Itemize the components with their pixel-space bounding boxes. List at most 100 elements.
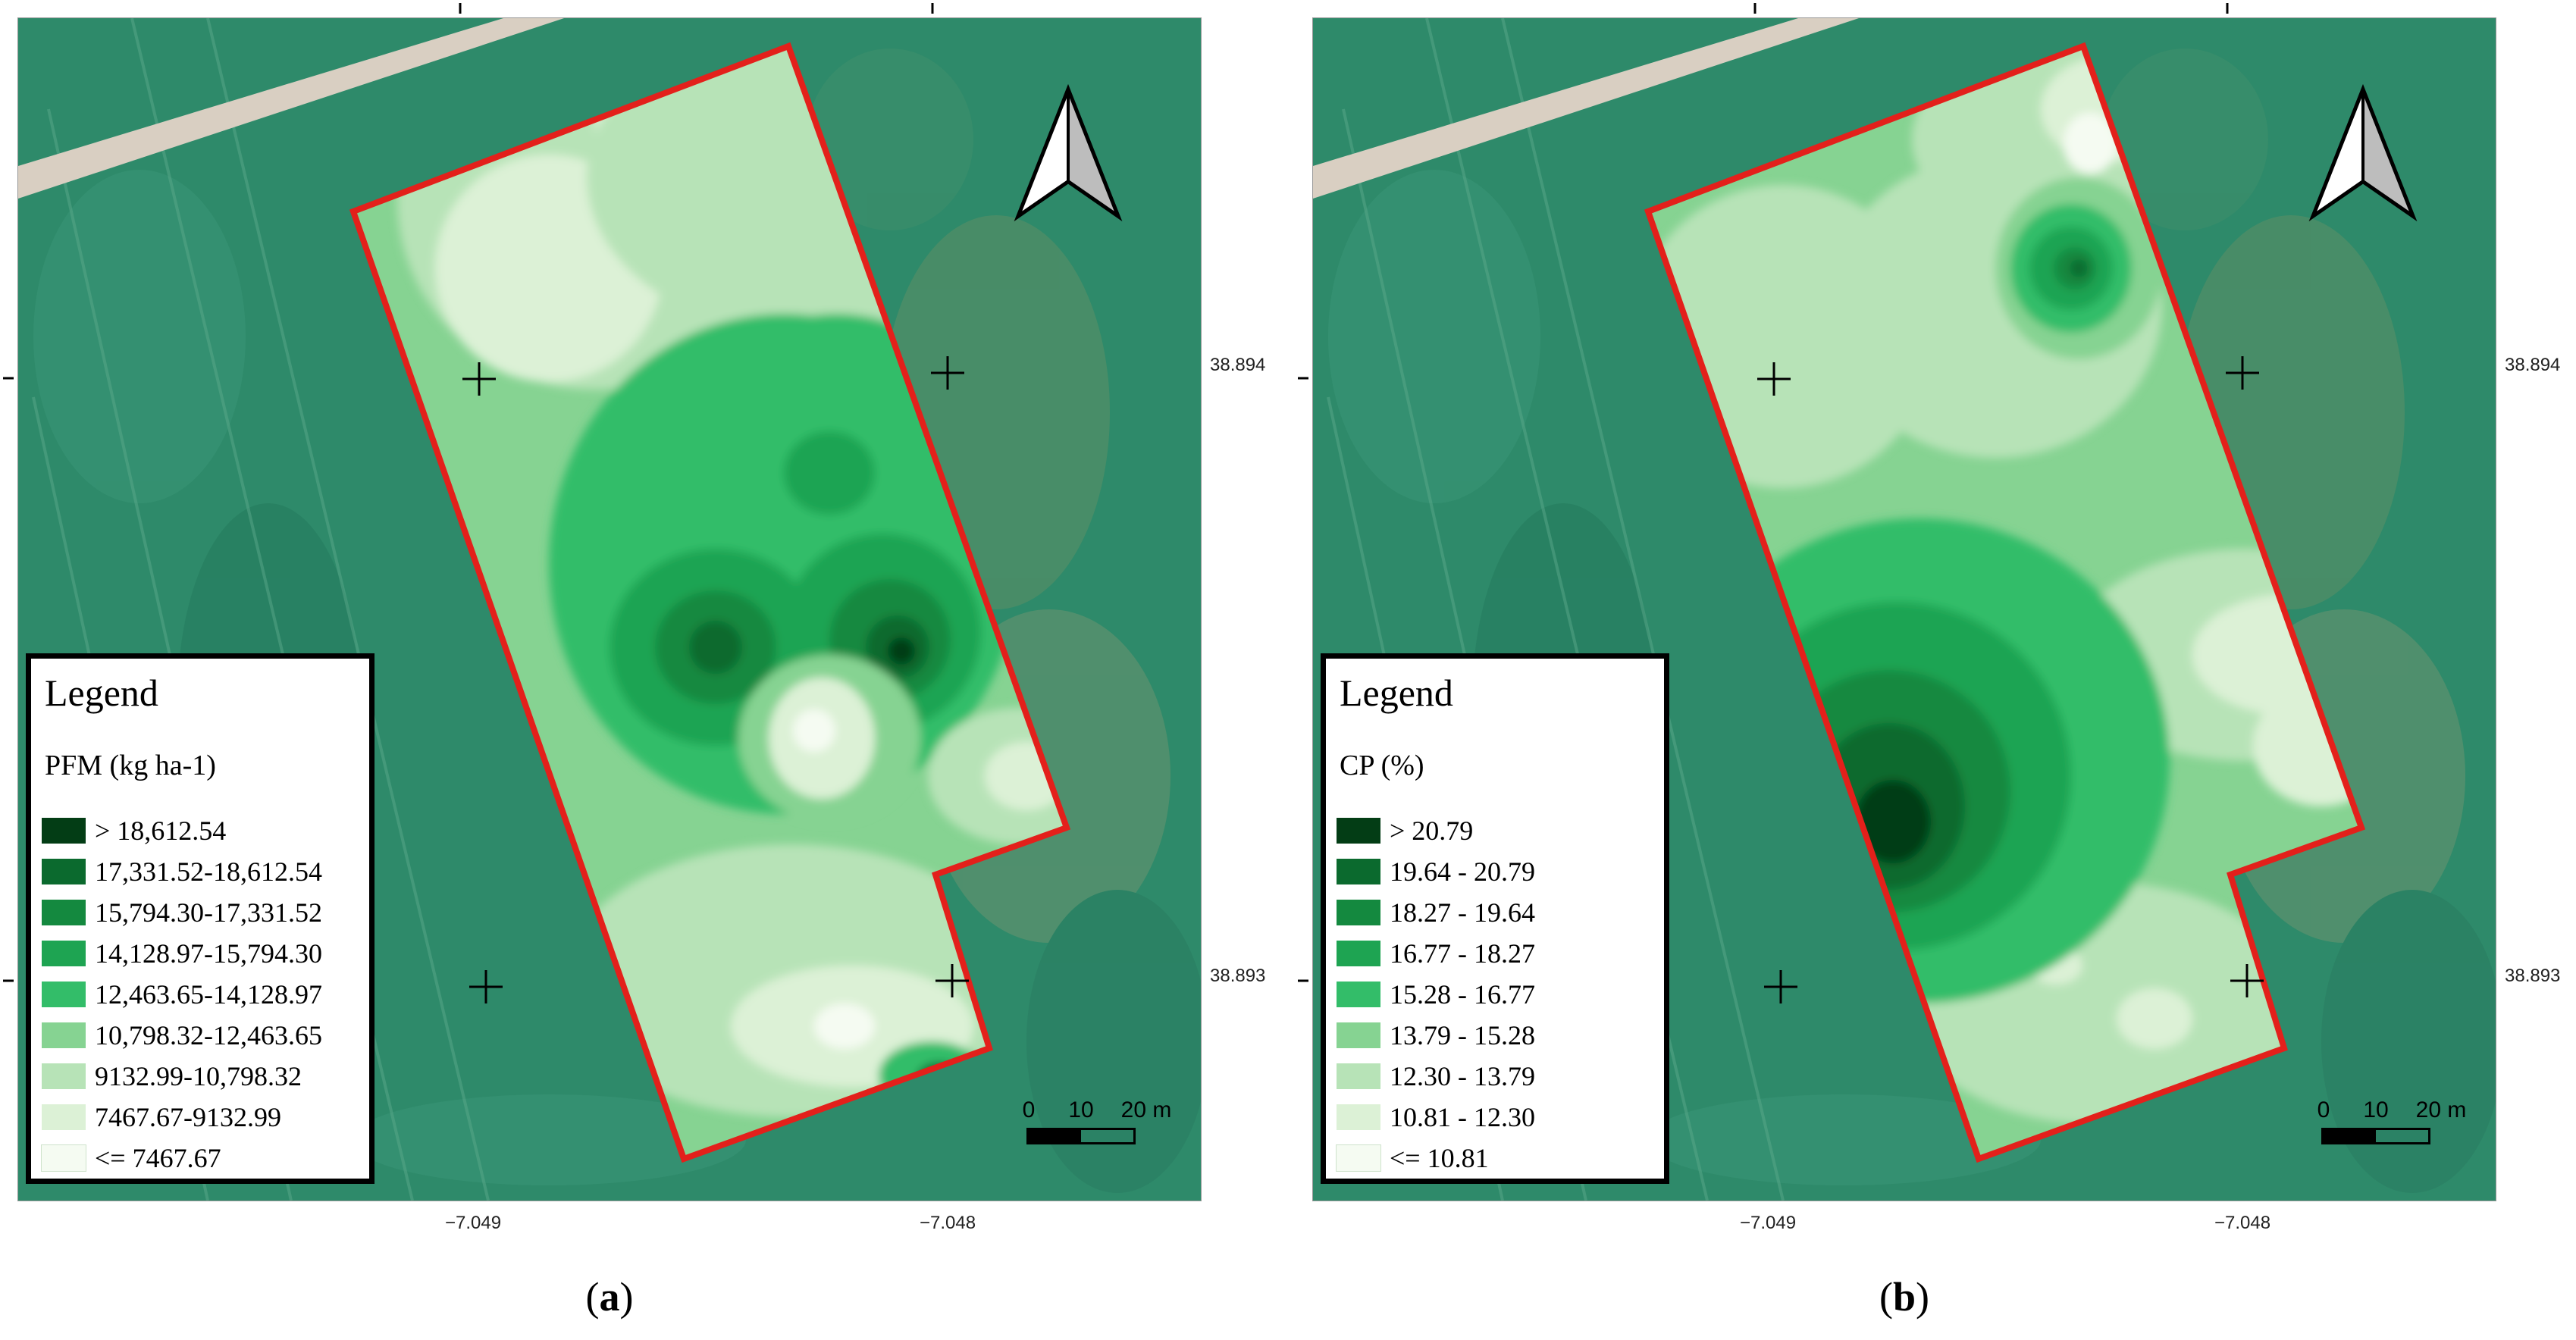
- legend-swatch: [42, 900, 86, 925]
- legend-b: Legend CP (%) > 20.79 19.64 - 20.79 18.27 …: [1321, 653, 1669, 1184]
- legend-title: Legend: [45, 672, 158, 714]
- legend-label: 19.64 - 20.79: [1390, 856, 1535, 887]
- caption-a: (a): [586, 1273, 634, 1320]
- caption-close-paren: ): [1916, 1274, 1930, 1320]
- lat-tick-label: 38.893: [2505, 966, 2561, 986]
- map-frame-a: [17, 17, 1202, 1201]
- scale-label-0: 0: [2317, 1097, 2330, 1122]
- legend-item: 10.81 - 12.30: [1337, 1097, 1664, 1138]
- legend-item: <= 7467.67: [41, 1138, 369, 1179]
- legend-swatch: [1337, 941, 1380, 966]
- north-arrow-icon: [1014, 83, 1123, 222]
- legend-items: > 20.79 19.64 - 20.79 18.27 - 19.64 16.77 -…: [1336, 810, 1664, 1179]
- scale-bar-b: 0 10 20 m: [2317, 1097, 2467, 1144]
- legend-item: 15,794.30-17,331.52: [42, 892, 369, 933]
- lat-tick-label: 38.893: [1210, 966, 1266, 986]
- legend-label: 7467.67-9132.99: [95, 1102, 281, 1132]
- legend-item: <= 10.81: [1336, 1138, 1664, 1179]
- scale-label-0: 0: [1022, 1097, 1036, 1122]
- map-panel-a: 38.894 38.893 −7.049 −7.048 Legend PFM (…: [3, 3, 1265, 1233]
- legend-label: <= 7467.67: [95, 1143, 221, 1173]
- legend-swatch: [42, 1022, 86, 1048]
- legend-variable-label: CP (%): [1340, 750, 1424, 781]
- legend-title: Legend: [1340, 672, 1453, 714]
- legend-item: > 18,612.54: [42, 810, 369, 851]
- legend-label: 17,331.52-18,612.54: [95, 856, 322, 887]
- legend-label: 12.30 - 13.79: [1390, 1061, 1535, 1091]
- scale-bar-graphic: [2321, 1128, 2430, 1144]
- legend-swatch: [41, 1144, 86, 1172]
- legend-swatch: [42, 941, 86, 966]
- scale-bar-graphic: [1026, 1128, 1136, 1144]
- legend-item: > 20.79: [1337, 810, 1664, 851]
- legend-swatch: [1337, 859, 1380, 884]
- legend-label: > 18,612.54: [95, 816, 227, 846]
- legend-item: 14,128.97-15,794.30: [42, 933, 369, 974]
- legend-label: > 20.79: [1390, 816, 1474, 846]
- map-canvas-a: [18, 18, 1201, 1201]
- legend-label: 13.79 - 15.28: [1390, 1020, 1535, 1050]
- lon-tick-label: −7.048: [2214, 1213, 2271, 1233]
- legend-label: <= 10.81: [1390, 1143, 1489, 1173]
- legend-swatch: [42, 859, 86, 884]
- legend-item: 16.77 - 18.27: [1337, 933, 1664, 974]
- legend-label: 10.81 - 12.30: [1390, 1102, 1535, 1132]
- legend-item: 9132.99-10,798.32: [42, 1056, 369, 1097]
- lat-tick-label: 38.894: [2505, 355, 2561, 375]
- legend-label: 16.77 - 18.27: [1390, 938, 1535, 969]
- frame-ticks-b: [1298, 3, 2229, 982]
- scale-label-20: 20 m: [1120, 1097, 1172, 1122]
- caption-letter: a: [599, 1274, 620, 1320]
- legend-swatch: [42, 1104, 86, 1130]
- legend-swatch: [42, 982, 86, 1007]
- map-frame-b: [1312, 17, 2496, 1201]
- caption-letter: b: [1892, 1274, 1916, 1320]
- legend-label: 9132.99-10,798.32: [95, 1061, 302, 1091]
- legend-swatch: [1337, 1022, 1380, 1048]
- frame-ticks-a: [3, 3, 934, 982]
- lon-tick-label: −7.049: [1739, 1213, 1797, 1233]
- legend-label: 15,794.30-17,331.52: [95, 897, 322, 928]
- legend-label: 14,128.97-15,794.30: [95, 938, 322, 969]
- crosshair-icon: [462, 356, 969, 1003]
- scale-labels: 0 10 20 m: [2317, 1097, 2467, 1128]
- legend-label: 15.28 - 16.77: [1390, 979, 1535, 1010]
- map-panel-b: 38.894 38.893 −7.049 −7.048 Legend CP (%…: [1298, 3, 2560, 1233]
- legend-item: 15.28 - 16.77: [1337, 974, 1664, 1015]
- legend-item: 12,463.65-14,128.97: [42, 974, 369, 1015]
- legend-item: 18.27 - 19.64: [1337, 892, 1664, 933]
- legend-a: Legend PFM (kg ha-1) > 18,612.54 17,331.5…: [26, 653, 374, 1184]
- dirt-road-a: [18, 18, 564, 199]
- lat-tick-label: 38.894: [1210, 355, 1266, 375]
- legend-swatch: [1337, 900, 1380, 925]
- caption-open-paren: (: [1879, 1274, 1893, 1320]
- legend-swatch: [1337, 982, 1380, 1007]
- legend-label: 18.27 - 19.64: [1390, 897, 1535, 928]
- legend-swatch: [1336, 1144, 1381, 1172]
- scale-label-20: 20 m: [2415, 1097, 2467, 1122]
- legend-item: 12.30 - 13.79: [1337, 1056, 1664, 1097]
- legend-swatch: [1337, 1063, 1380, 1089]
- caption-open-paren: (: [585, 1274, 600, 1320]
- scale-bar-a: 0 10 20 m: [1022, 1097, 1172, 1144]
- imagery-texture-a: [33, 49, 1201, 1193]
- lon-tick-label: −7.048: [919, 1213, 976, 1233]
- crosshair-icon: [1757, 356, 2264, 1003]
- legend-swatch: [1337, 1104, 1380, 1130]
- scale-labels: 0 10 20 m: [1022, 1097, 1172, 1128]
- legend-swatch: [42, 1063, 86, 1089]
- map-canvas-b: [1313, 18, 2496, 1201]
- legend-item: 19.64 - 20.79: [1337, 851, 1664, 892]
- north-arrow-icon: [2308, 83, 2418, 222]
- field-boundary-b: [1644, 42, 2366, 1163]
- legend-swatch: [1337, 818, 1380, 844]
- legend-swatch: [42, 818, 86, 844]
- caption-close-paren: ): [619, 1274, 634, 1320]
- dirt-road-b: [1313, 18, 1859, 199]
- legend-label: 12,463.65-14,128.97: [95, 979, 322, 1010]
- scale-label-10: 10: [2363, 1097, 2389, 1122]
- legend-label: 10,798.32-12,463.65: [95, 1020, 322, 1050]
- legend-variable-label: PFM (kg ha-1): [45, 750, 216, 781]
- caption-b: (b): [1879, 1273, 1929, 1320]
- legend-item: 17,331.52-18,612.54: [42, 851, 369, 892]
